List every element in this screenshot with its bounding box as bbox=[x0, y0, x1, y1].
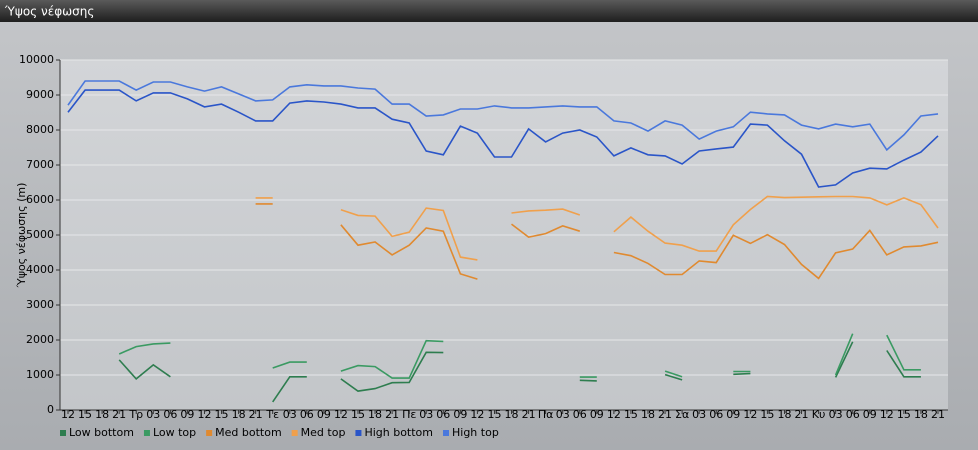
x-tick-label: 15 bbox=[760, 408, 774, 421]
x-tick-label: 12 bbox=[607, 408, 621, 421]
y-tick-label: 7000 bbox=[26, 158, 54, 171]
legend-label: Med bottom bbox=[215, 426, 282, 439]
x-tick-label: 06 bbox=[846, 408, 860, 421]
x-tick-label: 18 bbox=[505, 408, 519, 421]
x-tick-label: 18 bbox=[777, 408, 791, 421]
x-tick-label: 21 bbox=[249, 408, 263, 421]
y-tick-label: 2000 bbox=[26, 333, 54, 346]
x-tick-label: 12 bbox=[197, 408, 211, 421]
y-tick-label: 3000 bbox=[26, 298, 54, 311]
legend-swatch bbox=[60, 430, 66, 436]
x-tick-label: 12 bbox=[743, 408, 757, 421]
x-tick-label: 03 bbox=[556, 408, 570, 421]
x-tick-label: Πε bbox=[402, 408, 416, 421]
x-tick-label: 09 bbox=[590, 408, 604, 421]
x-tick-label: 21 bbox=[658, 408, 672, 421]
legend-swatch bbox=[206, 430, 213, 436]
y-tick-label: 8000 bbox=[26, 123, 54, 136]
x-tick-label: 06 bbox=[300, 408, 314, 421]
x-tick-label: 15 bbox=[78, 408, 92, 421]
y-tick-label: 6000 bbox=[26, 193, 54, 206]
x-tick-label: 15 bbox=[487, 408, 501, 421]
y-tick-label: 4000 bbox=[26, 263, 54, 276]
x-tick-label: 06 bbox=[436, 408, 450, 421]
x-tick-label: 18 bbox=[914, 408, 928, 421]
x-tick-label: 12 bbox=[880, 408, 894, 421]
series-line bbox=[255, 203, 939, 280]
legend-label: Low bottom bbox=[69, 426, 134, 439]
series-line bbox=[67, 89, 939, 188]
y-axis-label: Ύψος νέφωσης (m) bbox=[15, 183, 28, 289]
x-tick-label: 03 bbox=[419, 408, 433, 421]
x-tick-label: 12 bbox=[61, 408, 75, 421]
y-tick-label: 9000 bbox=[26, 88, 54, 101]
title-bar bbox=[0, 0, 978, 22]
legend-swatch bbox=[143, 430, 150, 436]
series-line bbox=[118, 341, 921, 403]
legend-label: High bottom bbox=[364, 426, 433, 439]
x-tick-label: 12 bbox=[334, 408, 348, 421]
x-tick-label: 21 bbox=[931, 408, 945, 421]
y-tick-label: 5000 bbox=[26, 228, 54, 241]
x-tick-label: 15 bbox=[624, 408, 638, 421]
legend-label: Low top bbox=[153, 426, 196, 439]
x-tick-label: 18 bbox=[641, 408, 655, 421]
x-tick-label: 21 bbox=[385, 408, 399, 421]
x-tick-label: 12 bbox=[470, 408, 484, 421]
legend-label: High top bbox=[452, 426, 499, 439]
x-tick-label: 03 bbox=[692, 408, 706, 421]
y-tick-label: 0 bbox=[47, 403, 54, 416]
x-tick-label: 15 bbox=[897, 408, 911, 421]
x-tick-label: 06 bbox=[163, 408, 177, 421]
x-tick-label: 03 bbox=[146, 408, 160, 421]
x-tick-label: Τε bbox=[265, 408, 279, 421]
x-tick-label: 03 bbox=[283, 408, 297, 421]
legend-label: Med top bbox=[301, 426, 346, 439]
x-tick-label: 09 bbox=[863, 408, 877, 421]
x-tick-label: 21 bbox=[112, 408, 126, 421]
x-tick-label: Σα bbox=[675, 408, 689, 421]
legend-swatch bbox=[291, 430, 298, 436]
x-tick-label: 18 bbox=[232, 408, 246, 421]
x-tick-label: 03 bbox=[829, 408, 843, 421]
x-tick-label: 21 bbox=[522, 408, 536, 421]
x-tick-label: 09 bbox=[180, 408, 194, 421]
x-tick-label: 18 bbox=[368, 408, 382, 421]
legend-swatch bbox=[355, 430, 362, 436]
window-title: Ύψος νέφωσης bbox=[4, 5, 94, 19]
x-tick-label: 18 bbox=[95, 408, 109, 421]
x-tick-label: 15 bbox=[351, 408, 365, 421]
y-tick-label: 10000 bbox=[19, 53, 54, 66]
legend-swatch bbox=[443, 430, 449, 436]
x-tick-label: Τρ bbox=[128, 408, 143, 421]
x-tick-label: Πα bbox=[538, 408, 554, 421]
series-line bbox=[255, 195, 939, 261]
x-tick-label: 21 bbox=[795, 408, 809, 421]
x-tick-label: 09 bbox=[453, 408, 467, 421]
x-tick-label: 09 bbox=[726, 408, 740, 421]
x-tick-label: 06 bbox=[709, 408, 723, 421]
x-tick-label: Κυ bbox=[812, 408, 826, 421]
series-line bbox=[67, 80, 939, 152]
series-line bbox=[118, 333, 921, 379]
x-tick-label: 15 bbox=[215, 408, 229, 421]
x-tick-label: 06 bbox=[573, 408, 587, 421]
y-tick-label: 1000 bbox=[26, 368, 54, 381]
x-tick-label: 09 bbox=[317, 408, 331, 421]
